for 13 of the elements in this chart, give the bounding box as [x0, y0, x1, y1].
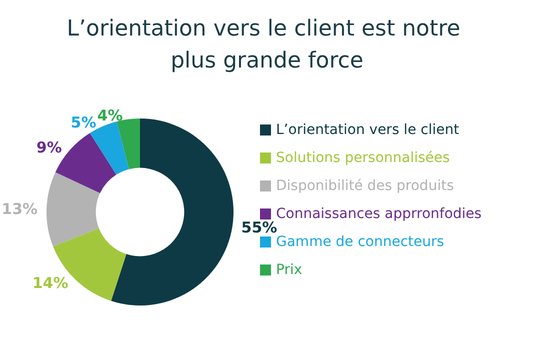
data-label: 5%	[70, 114, 96, 132]
legend-label: Gamme de connecteurs	[276, 234, 444, 250]
legend-label: L’orientation vers le client	[276, 122, 460, 138]
legend-label: Prix	[276, 262, 302, 278]
data-label: 4%	[97, 106, 123, 124]
data-label: 13%	[2, 200, 38, 218]
legend-label: Solutions personnalisées	[276, 150, 450, 166]
data-label: 55%	[241, 218, 278, 236]
legend-label: Connaissances apprronfodies	[276, 206, 482, 222]
data-label: 14%	[32, 274, 68, 292]
chart-title: L’orientation vers le client est notre plus grande force	[66, 16, 468, 74]
legend-label: Disponibilité des produits	[276, 178, 454, 194]
data-label: 9%	[36, 138, 62, 157]
